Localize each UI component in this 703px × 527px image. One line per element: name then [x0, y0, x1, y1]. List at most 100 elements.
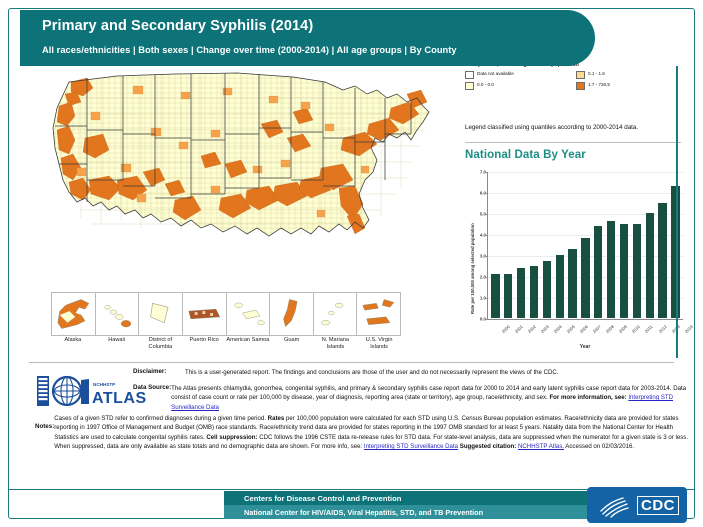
- cdc-wordmark: CDC: [637, 496, 679, 515]
- legend-swatch-high: [576, 82, 585, 90]
- footer-band: Centers for Disease Control and Preventi…: [224, 491, 644, 519]
- data-source-text: The Atlas presents chlamydia, gonorrhea,…: [171, 384, 693, 412]
- chart-y-tick-label: 6.0: [479, 190, 486, 196]
- legend-item-high[interactable]: 1.7 - 730.5: [576, 82, 687, 90]
- chart-x-tick-label: 2012: [657, 324, 668, 335]
- legend-item-low[interactable]: 0.1 - 1.6: [576, 71, 687, 79]
- chart-bar-slot[interactable]: [630, 172, 643, 318]
- data-source-row: Data Source: The Atlas presents chlamydi…: [133, 384, 693, 412]
- notes-line-1a: Cases of a given STD refer to confirmed …: [54, 415, 268, 422]
- inset-dc[interactable]: [139, 293, 183, 335]
- notes-line-4c: CDC follows the 1996 CSTE data re-releas…: [257, 433, 656, 441]
- hhs-seal-icon: [595, 491, 635, 519]
- chart-gridline: [488, 172, 683, 173]
- legend-item-zero[interactable]: 0.0 - 0.0: [465, 82, 576, 90]
- notes-citation-key: citation:: [492, 442, 518, 450]
- chart-bar[interactable]: [542, 261, 551, 318]
- chart-y-tick-mark: [486, 256, 488, 257]
- data-source-line-2: early latent syphilis case report data f…: [171, 385, 687, 402]
- notes-text: Cases of a given STD refer to confirmed …: [54, 414, 693, 451]
- chart-bar[interactable]: [645, 213, 654, 318]
- chart-bars: [489, 172, 682, 318]
- chart-bar-slot[interactable]: [553, 172, 566, 318]
- chart-bar[interactable]: [491, 273, 500, 318]
- inset-label-guam: Guam: [284, 337, 300, 343]
- legend-item-no-data[interactable]: Data not available: [465, 71, 576, 79]
- chart-y-tick-label: 1.0: [479, 295, 486, 301]
- chart-x-tick-label: 2014: [683, 324, 694, 335]
- legend-label-high: 1.7 - 730.5: [588, 82, 610, 87]
- chart-bar-slot[interactable]: [669, 172, 682, 318]
- chart-bar-slot[interactable]: [502, 172, 515, 318]
- inset-label-puerto-rico: Puerto Rico: [189, 337, 219, 343]
- chart-bar[interactable]: [517, 267, 526, 318]
- interpreting-std-surveillance-data-link-2[interactable]: Interpreting STD Surveillance Data: [363, 442, 459, 450]
- data-source-line-1: The Atlas presents chlamydia, gonorrhea,…: [171, 385, 532, 392]
- notes-line-2: population estimates. Race/ethnicity dat…: [54, 415, 679, 432]
- inset-n-mariana-islands[interactable]: [314, 293, 358, 335]
- inset-hawaii[interactable]: [96, 293, 140, 335]
- national-data-bar-chart[interactable]: Rate per 100,000 among selected populati…: [462, 168, 694, 353]
- footer-divider: [9, 489, 694, 490]
- page-title: Primary and Secondary Syphilis (2014): [42, 18, 314, 34]
- chart-bar[interactable]: [658, 202, 667, 318]
- legend-divider: [465, 142, 681, 143]
- legend-label-low: 0.1 - 1.6: [588, 71, 605, 76]
- chart-title: National Data By Year: [465, 149, 586, 161]
- chart-bar-slot[interactable]: [656, 172, 669, 318]
- notes-row: Notes: Cases of a given STD refer to con…: [35, 414, 693, 451]
- inset-label-n-mariana-islands: N. Mariana Islands: [321, 337, 350, 350]
- right-column: Rate per 100,000 among selected populati…: [461, 62, 694, 358]
- chart-bar-slot[interactable]: [618, 172, 631, 318]
- chart-bar-slot[interactable]: [566, 172, 579, 318]
- chart-x-tick-label: 2006: [578, 324, 589, 335]
- us-county-choropleth-map[interactable]: [25, 68, 449, 290]
- chart-axes: 0.0 1.0 2.0 3.0 4.0 5.0 6.0 7.0: [480, 170, 683, 322]
- chart-bar[interactable]: [619, 223, 629, 318]
- notes-suggested-bold: Suggested: [459, 442, 491, 450]
- notes-accessed-date: Accessed on 02/03/2016.: [563, 442, 635, 450]
- chart-bar[interactable]: [529, 265, 539, 318]
- svg-text:NCHHSTP: NCHHSTP: [93, 382, 115, 387]
- inset-guam[interactable]: [270, 293, 314, 335]
- notes-line-1c: per 100,000 population were calculated f…: [284, 415, 504, 422]
- chart-y-tick-mark: [486, 319, 488, 320]
- chart-bar-slot[interactable]: [592, 172, 605, 318]
- chart-bar[interactable]: [607, 221, 616, 318]
- chart-y-tick-mark: [486, 277, 488, 278]
- legend-swatch-zero: [465, 82, 474, 90]
- chart-x-axis-label: Year: [579, 344, 591, 350]
- notes-line-5a: is 3 or less. When suppressed, data are …: [54, 433, 689, 450]
- legend-swatch-low: [576, 71, 585, 79]
- chart-bar[interactable]: [555, 255, 564, 318]
- chart-bar-slot[interactable]: [528, 172, 541, 318]
- chart-bar[interactable]: [504, 273, 513, 318]
- data-source-line-3a: reporting area (state or territory), age…: [365, 394, 550, 402]
- chart-bar-slot[interactable]: [489, 172, 502, 318]
- chart-y-axis-label: Rate per 100,000 among selected populati…: [462, 196, 475, 316]
- chart-plot-area: 0.0 1.0 2.0 3.0 4.0 5.0 6.0 7.0: [480, 170, 683, 322]
- inset-label-alaska: Alaska: [64, 337, 82, 343]
- legend-swatch-no-data: [465, 71, 474, 79]
- chart-bar-slot[interactable]: [515, 172, 528, 318]
- chart-bar-slot[interactable]: [643, 172, 656, 318]
- inset-label-dc: District of Columbia: [148, 337, 173, 350]
- panel-divider: [676, 66, 678, 358]
- chart-bar[interactable]: [568, 248, 577, 318]
- notes-divider: [29, 362, 674, 363]
- chart-bar[interactable]: [581, 238, 590, 318]
- inset-us-virgin-islands[interactable]: [357, 293, 400, 335]
- inset-american-samoa[interactable]: [227, 293, 271, 335]
- chart-bar[interactable]: [594, 225, 603, 318]
- legend-label-no-data: Data not available: [477, 71, 514, 76]
- nchhstp-atlas-link[interactable]: NCHHSTP Atlas.: [518, 442, 564, 450]
- chart-bar[interactable]: [632, 223, 641, 318]
- chart-bar-slot[interactable]: [605, 172, 618, 318]
- inset-alaska[interactable]: [52, 293, 96, 335]
- chart-bar-slot[interactable]: [540, 172, 553, 318]
- chart-bar[interactable]: [671, 185, 680, 318]
- chart-y-tick-label: 4.0: [479, 232, 486, 238]
- inset-puerto-rico[interactable]: [183, 293, 227, 335]
- chart-bar-slot[interactable]: [579, 172, 592, 318]
- interpreting-std-surveillance-data-link-1[interactable]: Interpreting STD Surveillance Data: [171, 394, 674, 411]
